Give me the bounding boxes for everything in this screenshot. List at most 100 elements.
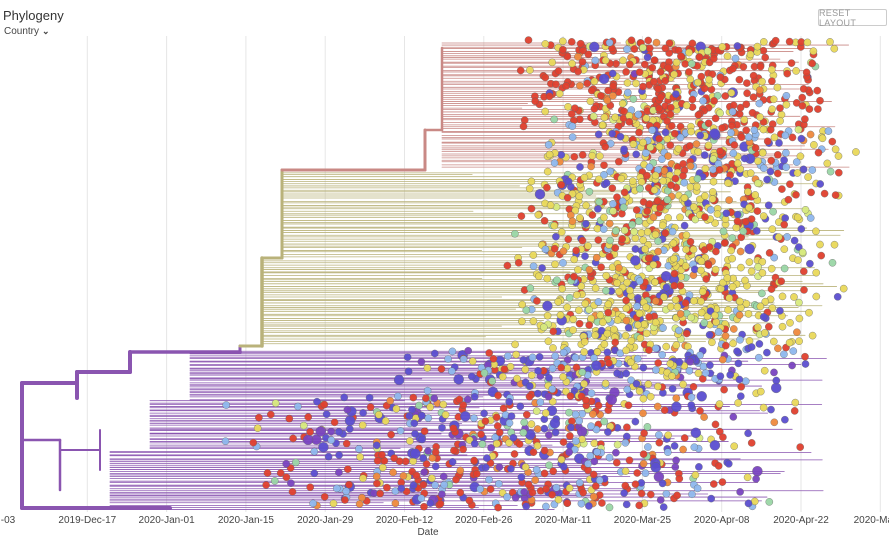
tip (373, 479, 381, 488)
tip (507, 412, 516, 421)
tip (778, 322, 787, 331)
tip (654, 237, 662, 245)
x-tick-label: 2020-Feb-26 (455, 515, 513, 526)
tip (672, 456, 680, 465)
tip (590, 439, 599, 448)
tip (609, 82, 618, 90)
tip (671, 129, 679, 138)
tip (649, 260, 658, 269)
tip (543, 274, 552, 283)
tip (833, 292, 842, 301)
tip (541, 73, 550, 82)
tip (580, 348, 588, 356)
tip (430, 349, 439, 358)
tip (646, 392, 655, 401)
tip (812, 292, 821, 301)
tip (642, 149, 650, 157)
tip (712, 247, 720, 256)
tip (568, 133, 577, 141)
tip (540, 424, 549, 433)
tip (588, 151, 597, 160)
tip (770, 133, 779, 142)
tip (488, 377, 497, 385)
tip (568, 122, 577, 130)
tip (540, 469, 549, 478)
color-by-dropdown[interactable]: Country ⌄ (4, 26, 50, 37)
tip (542, 300, 553, 312)
tip (790, 407, 799, 415)
tip (801, 360, 810, 368)
tip (391, 499, 400, 508)
tip (387, 430, 395, 439)
tip (521, 365, 530, 374)
tip (733, 217, 742, 226)
tip (770, 337, 778, 346)
tip (760, 164, 768, 172)
tip (824, 127, 833, 135)
tip (804, 173, 812, 181)
tip (662, 342, 671, 351)
tip (492, 439, 501, 448)
tip (686, 237, 695, 246)
tip (294, 402, 302, 411)
tip (776, 104, 784, 112)
tip (725, 196, 733, 204)
tip (722, 341, 730, 350)
tip (756, 113, 764, 121)
tip (790, 293, 798, 301)
tip (632, 206, 641, 214)
tip (640, 429, 648, 438)
reset-layout-button[interactable]: RESET LAYOUT (818, 8, 887, 28)
tip (549, 418, 561, 429)
tip (651, 171, 660, 180)
tip (745, 258, 754, 266)
tip (739, 63, 748, 71)
tip (639, 82, 647, 91)
tip (587, 422, 595, 431)
tip (520, 418, 529, 427)
tip (601, 379, 610, 388)
tip (711, 114, 720, 123)
tip (682, 231, 691, 239)
tip (381, 417, 390, 425)
tip (660, 406, 669, 415)
tip (541, 107, 550, 116)
tip (745, 203, 753, 212)
tip (711, 311, 719, 320)
tip (703, 47, 712, 56)
tip (649, 213, 658, 221)
tip (383, 483, 391, 492)
tip (619, 203, 628, 212)
tip (666, 141, 675, 149)
tip (690, 297, 698, 305)
tip (540, 216, 549, 225)
tip (770, 418, 779, 427)
tip (285, 414, 294, 423)
tip (668, 372, 676, 380)
tip (629, 140, 638, 148)
tip (716, 147, 724, 155)
tip (796, 152, 805, 161)
tip (576, 163, 584, 171)
tip (459, 355, 468, 363)
tip (581, 252, 589, 261)
tip (548, 58, 557, 67)
tip (499, 404, 508, 413)
tip (531, 97, 540, 106)
tip (667, 302, 675, 311)
tip (812, 227, 820, 236)
tip (601, 56, 610, 65)
tip (302, 434, 314, 445)
tip (600, 340, 609, 349)
tip (559, 438, 568, 446)
tip (625, 118, 634, 126)
tip (592, 482, 600, 490)
tip (392, 404, 401, 413)
tip (744, 187, 752, 196)
tip (615, 263, 623, 272)
tip (568, 417, 576, 426)
tip (734, 399, 742, 407)
tip (386, 396, 395, 405)
tip (595, 198, 604, 206)
tip (754, 179, 762, 188)
